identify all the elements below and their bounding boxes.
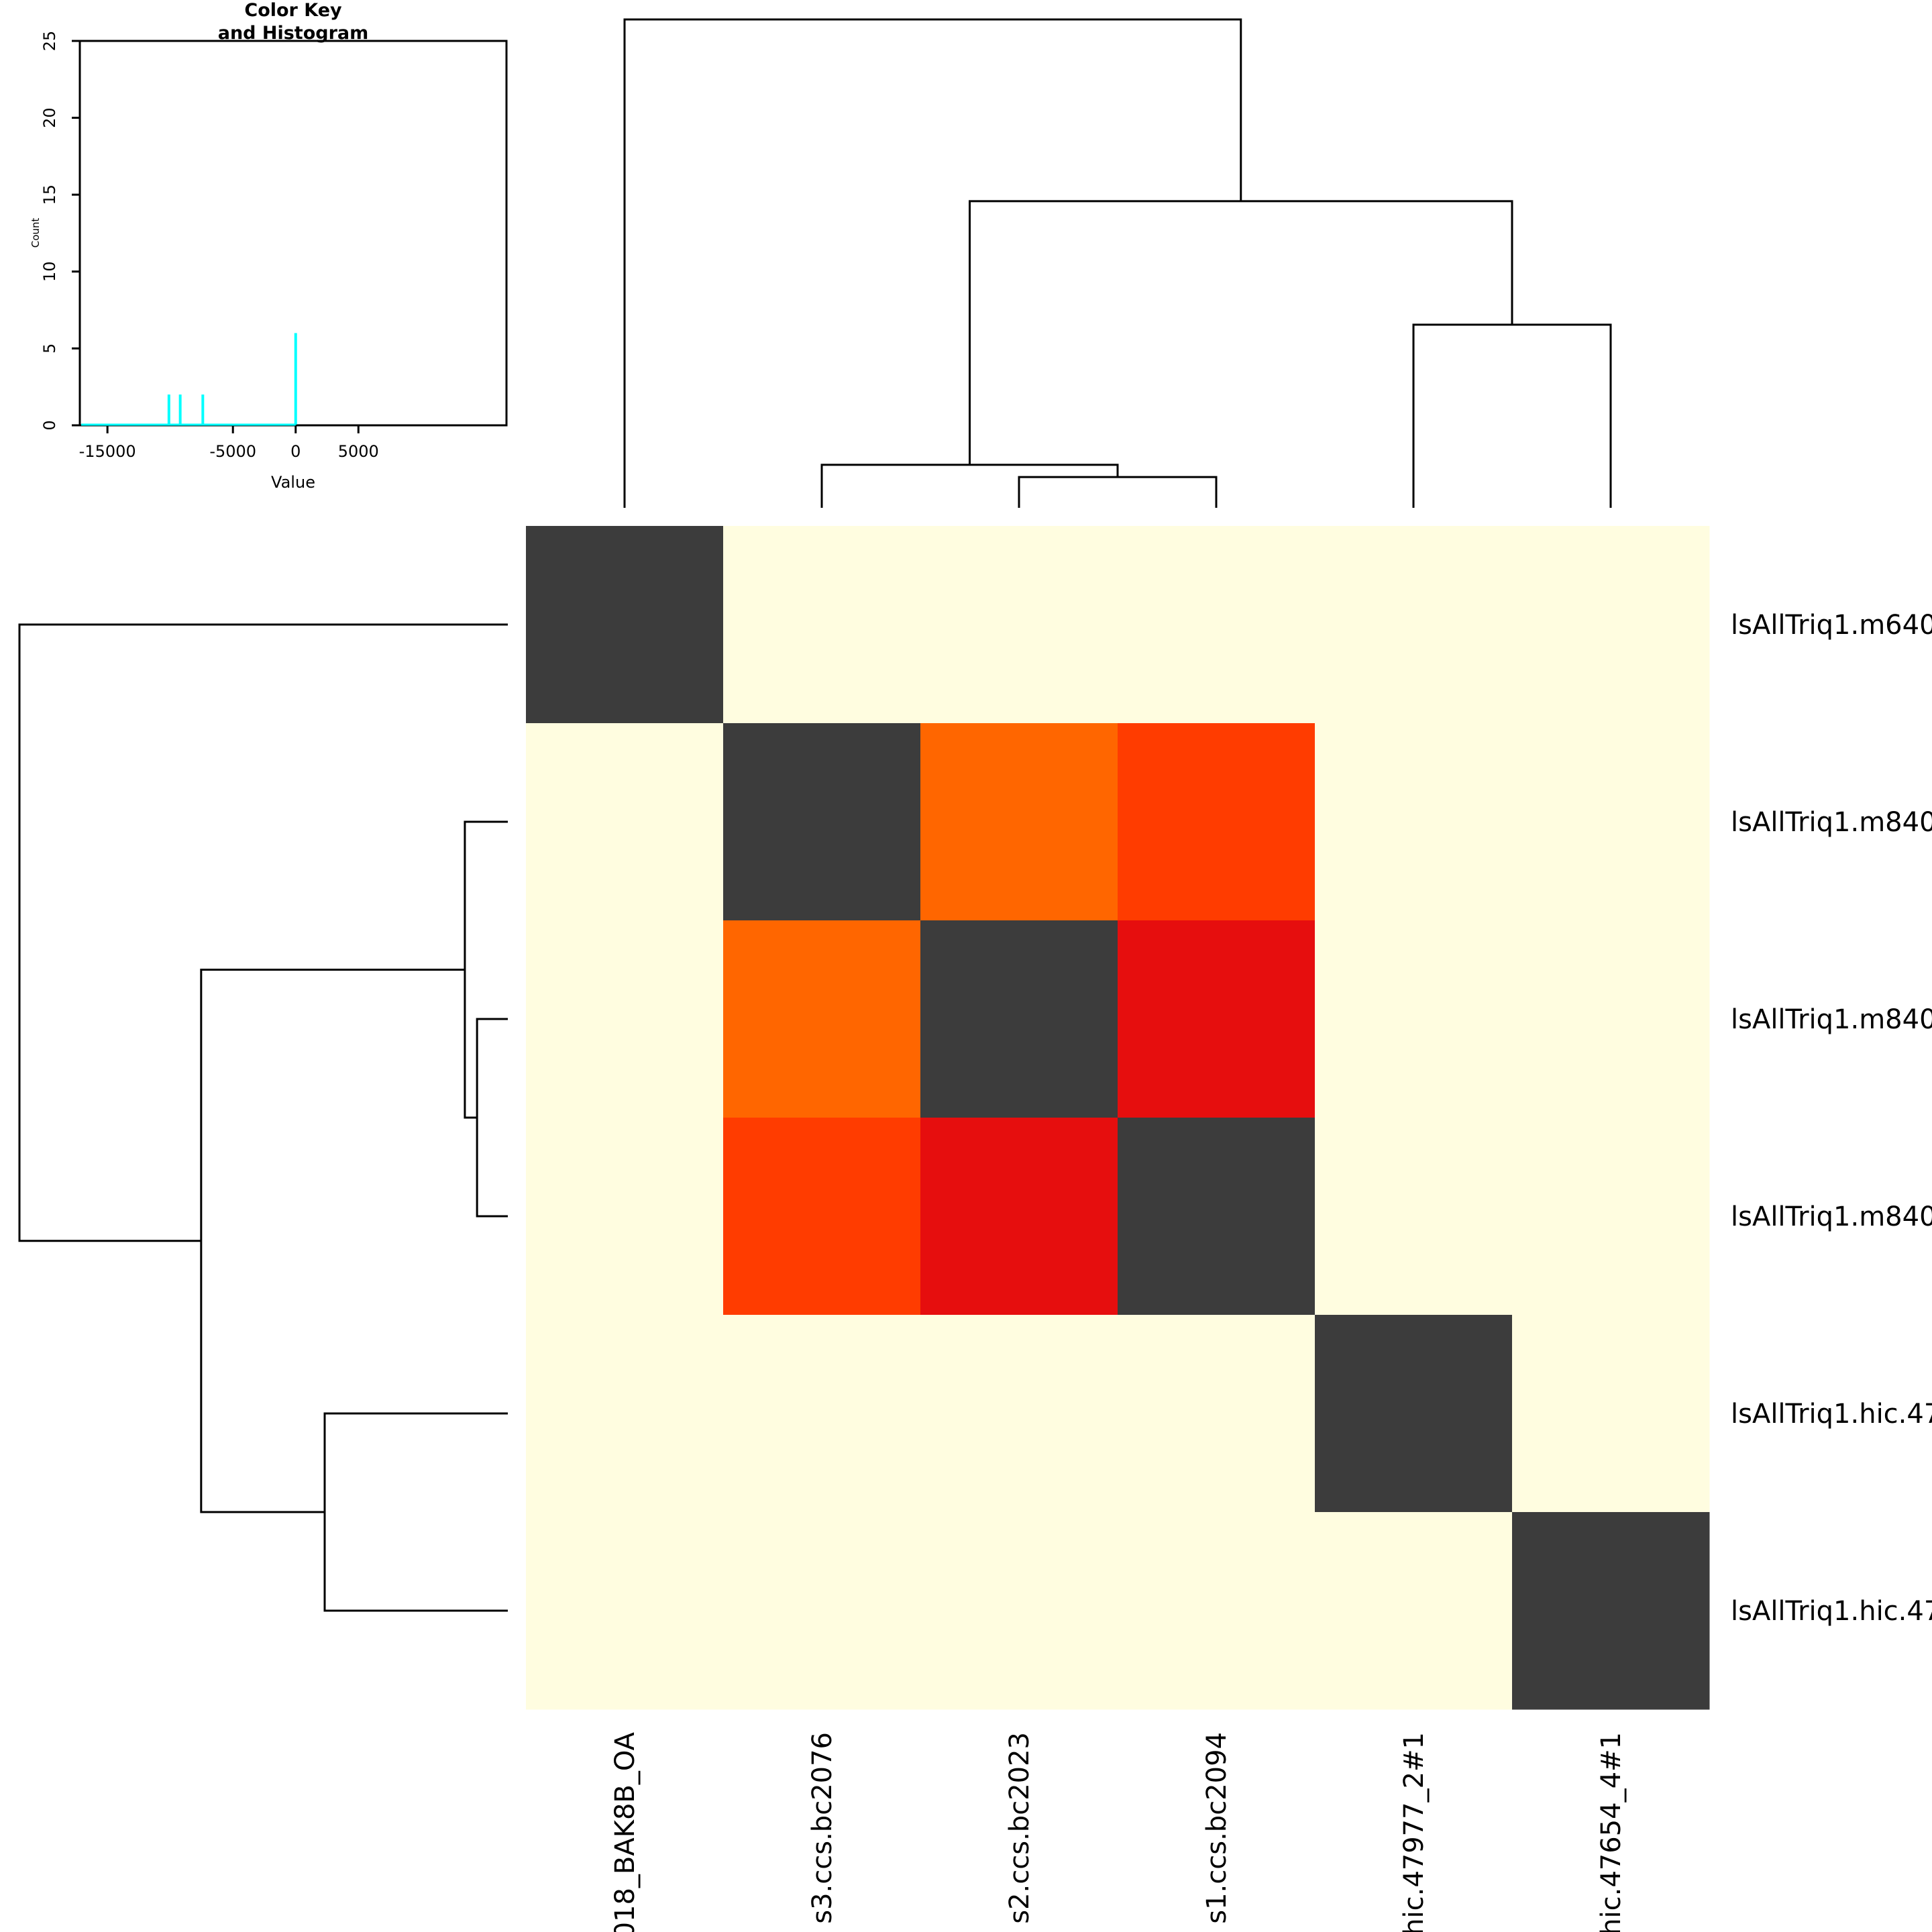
heatmap-cell	[1118, 1512, 1316, 1710]
heatmap-cell	[1315, 1512, 1513, 1710]
heatmap-cell	[1512, 526, 1710, 724]
heatmap-cell	[1315, 1315, 1513, 1513]
heatmap-cell	[526, 1512, 724, 1710]
key-x-axis-label: Value	[271, 473, 315, 492]
row-label: lsAllTriq1.hic.47	[1731, 1596, 1932, 1627]
heatmap-cell	[1512, 920, 1710, 1118]
heatmap-cell	[920, 920, 1118, 1118]
heatmap-cell	[1315, 1118, 1513, 1316]
row-labels: lsAllTriq1.m640 lsAllTriq1.m840 lsAllTriq1…	[1731, 610, 1932, 1627]
row-label: lsAllTriq1.m640	[1731, 610, 1932, 641]
row-label: lsAllTriq1.hic.47	[1731, 1399, 1932, 1430]
heatmap-cell	[1118, 1315, 1316, 1513]
dendrogram-branch	[476, 1018, 508, 1218]
dendrogram-branch	[200, 969, 465, 1513]
row-dendrogram	[18, 623, 508, 1612]
key-y-tick-label: 10	[40, 262, 59, 282]
column-label: 018_BAK8B_OA	[610, 1731, 641, 1932]
heatmap-cell	[1118, 723, 1316, 921]
key-y-tick-label: 20	[40, 107, 59, 128]
heatmap-cell	[526, 723, 724, 921]
dendrogram-branch	[969, 200, 1513, 465]
key-x-tick-label: 0	[290, 442, 301, 461]
dendrogram-branch	[1018, 476, 1218, 508]
key-plot-frame	[78, 40, 508, 427]
dendrogram-branch	[820, 464, 1119, 508]
heatmap-cell	[526, 1315, 724, 1513]
key-histogram-bars	[81, 333, 297, 426]
key-y-tick-label: 25	[40, 31, 59, 52]
heatmap-cell	[1118, 1118, 1316, 1316]
column-label: s2.ccs.bc2023	[1004, 1732, 1035, 1924]
heatmap-cell	[1512, 723, 1710, 921]
heatmap-cell	[723, 723, 921, 921]
heatmap-cell	[1315, 526, 1513, 724]
column-label: hic.47654_4#1	[1596, 1732, 1627, 1932]
heatmap-cell	[723, 1315, 921, 1513]
heatmap-cell	[723, 920, 921, 1118]
key-title-line-1: Color Key	[244, 0, 342, 21]
heatmap-cells	[526, 526, 1710, 1710]
key-x-tick-label: -15000	[79, 442, 136, 461]
key-y-tick-label: 0	[40, 420, 59, 430]
heatmap-cell	[920, 526, 1118, 724]
heatmap-cell	[920, 723, 1118, 921]
key-y-axis-label: Count	[30, 218, 42, 248]
heatmap-cell	[1315, 723, 1513, 921]
color-key-histogram: Color Key and Histogram -15000 -5000 0 5000…	[30, 0, 508, 492]
key-x-tick-label: 5000	[338, 442, 379, 461]
key-y-tick-label: 5	[40, 343, 59, 354]
dendrogram-branch	[1412, 323, 1612, 508]
dendrogram-branch	[464, 820, 508, 1119]
row-label: lsAllTriq1.m840	[1731, 807, 1932, 838]
key-x-axis: -15000 -5000 0 5000	[79, 425, 379, 461]
heatmap-cell	[526, 526, 724, 724]
column-labels: 018_BAK8B_OA s3.ccs.bc2076 s2.ccs.bc2023 s1…	[610, 1731, 1627, 1932]
heatmap-cell	[1315, 920, 1513, 1118]
heatmap-cell	[1512, 1512, 1710, 1710]
column-dendrogram	[623, 18, 1612, 508]
heatmap-cell	[526, 1118, 724, 1316]
heatmap-cell	[1118, 920, 1316, 1118]
heatmap-cell	[920, 1118, 1118, 1316]
key-x-tick-label: -5000	[209, 442, 256, 461]
column-label: s3.ccs.bc2076	[807, 1732, 838, 1924]
key-y-axis: 0 5 10 15 20 25	[40, 31, 80, 431]
column-label: hic.47977_2#1	[1399, 1732, 1430, 1932]
key-y-tick-label: 15	[40, 184, 59, 205]
heatmap-cell	[1512, 1315, 1710, 1513]
row-label: lsAllTriq1.m840	[1731, 1201, 1932, 1232]
column-label: s1.ccs.bc2094	[1201, 1732, 1232, 1924]
heatmap-cell	[526, 920, 724, 1118]
heatmap-cell	[1512, 1118, 1710, 1316]
heatmap-cell	[723, 526, 921, 724]
heatmap-cell	[920, 1512, 1118, 1710]
heatmap-cell	[1118, 526, 1316, 724]
heatmap-cell	[723, 1118, 921, 1316]
dendrogram-branch	[323, 1412, 508, 1612]
row-label: lsAllTriq1.m840	[1731, 1004, 1932, 1035]
heatmap-cell	[723, 1512, 921, 1710]
dendrogram-branch	[623, 18, 1242, 508]
dendrogram-branch	[18, 623, 508, 1242]
heatmap-cell	[920, 1315, 1118, 1513]
